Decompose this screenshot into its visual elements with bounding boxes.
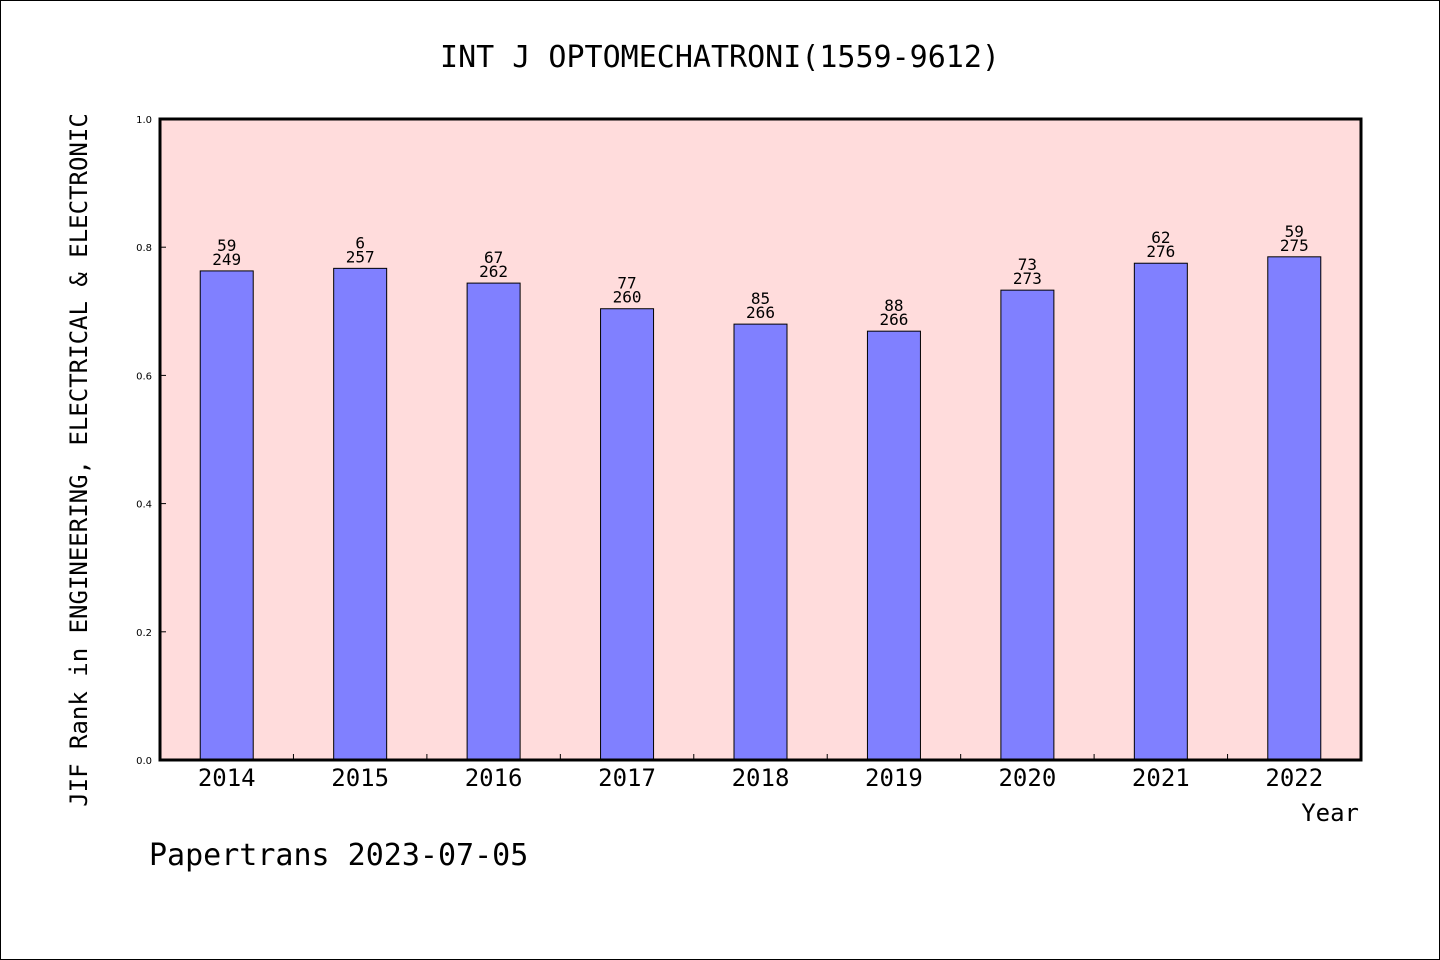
bar-label-total: 260 bbox=[613, 288, 642, 307]
x-axis-label: Year bbox=[1301, 799, 1359, 827]
bar-label-rank: 6 bbox=[355, 233, 365, 252]
bar-label-rank: 62 bbox=[1151, 228, 1170, 247]
plot-frame bbox=[158, 117, 1363, 762]
bar bbox=[199, 270, 254, 761]
bar-label-total: 257 bbox=[346, 247, 375, 266]
bar-label-rank: 88 bbox=[884, 296, 903, 315]
bar-label-rank: 59 bbox=[1285, 222, 1304, 241]
bar bbox=[333, 267, 388, 761]
y-tick-label: 0.2 bbox=[136, 628, 152, 639]
bar-label-total: 266 bbox=[879, 310, 908, 329]
x-tick-label: 2015 bbox=[331, 764, 389, 792]
bar-label-total: 262 bbox=[479, 262, 508, 281]
bar-label-rank: 85 bbox=[751, 289, 770, 308]
y-tick-label: 0.0 bbox=[136, 756, 152, 767]
x-tick-label: 2014 bbox=[198, 764, 256, 792]
x-tick-label: 2021 bbox=[1132, 764, 1190, 792]
bar-label-rank: 73 bbox=[1018, 255, 1037, 274]
bar bbox=[866, 330, 921, 761]
y-tick-label: 0.6 bbox=[136, 371, 152, 382]
bar-label-total: 273 bbox=[1013, 269, 1042, 288]
plot-area: 0.00.20.40.60.81.05924920146257201567262… bbox=[136, 115, 1363, 792]
x-tick-label: 2017 bbox=[598, 764, 656, 792]
bar bbox=[1000, 289, 1055, 761]
x-tick-label: 2020 bbox=[998, 764, 1056, 792]
bar-label-rank: 77 bbox=[617, 274, 636, 293]
bar-label-total: 275 bbox=[1280, 236, 1309, 255]
y-axis-label: JIF Rank in ENGINEERING, ELECTRICAL & EL… bbox=[65, 113, 93, 807]
y-tick-label: 0.4 bbox=[136, 500, 152, 511]
bar-label-rank: 67 bbox=[484, 248, 503, 267]
bar-label-total: 249 bbox=[212, 250, 241, 269]
y-tick-label: 1.0 bbox=[136, 115, 152, 126]
bar bbox=[466, 282, 521, 761]
x-tick-label: 2022 bbox=[1265, 764, 1323, 792]
bar bbox=[733, 323, 788, 761]
x-tick-label: 2019 bbox=[865, 764, 923, 792]
bar-label-rank: 59 bbox=[217, 236, 236, 255]
bar bbox=[600, 308, 655, 761]
x-tick-label: 2016 bbox=[465, 764, 523, 792]
chart-title: INT J OPTOMECHATRONI(1559-9612) bbox=[440, 40, 1000, 75]
y-tick-label: 0.8 bbox=[136, 243, 152, 254]
bar bbox=[1267, 256, 1322, 761]
watermark-text: Papertrans 2023-07-05 bbox=[149, 838, 528, 873]
bar-label-total: 266 bbox=[746, 303, 775, 322]
bar bbox=[1133, 262, 1188, 761]
bar-label-total: 276 bbox=[1146, 242, 1175, 261]
x-tick-label: 2018 bbox=[732, 764, 790, 792]
